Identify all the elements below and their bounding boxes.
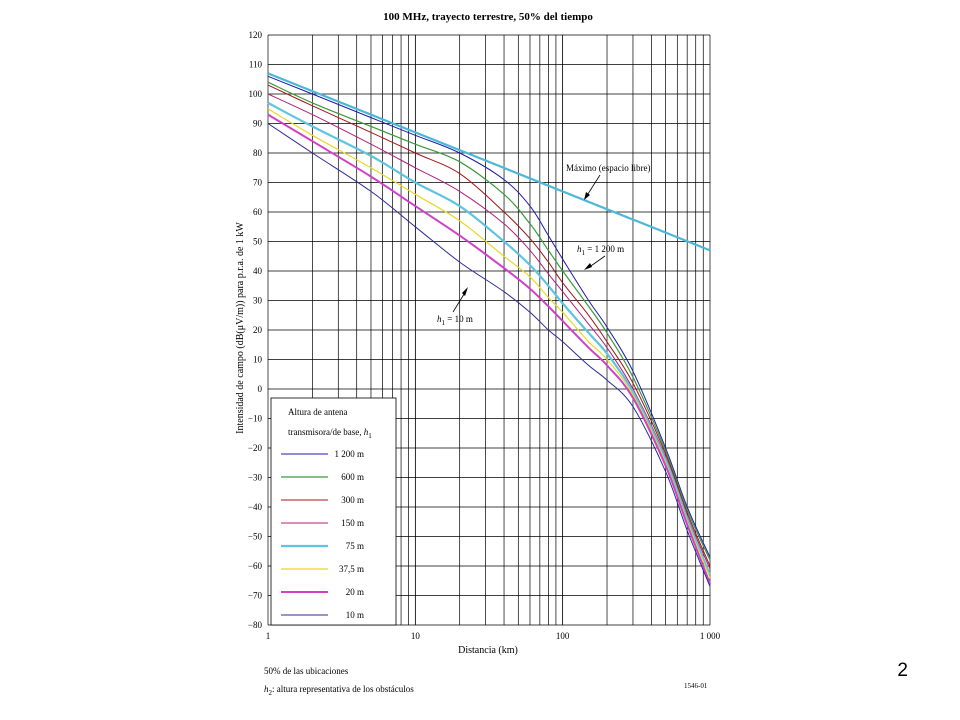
legend-label: 37,5 m [339,564,364,574]
locations-note: 50% de las ubicaciones [264,666,349,676]
chart-title: 100 MHz, trayecto terrestre, 50% del tie… [383,11,593,23]
y-tick-label: −40 [248,502,263,512]
y-tick-label: 20 [253,325,263,335]
x-tick-label: 100 [556,631,570,641]
y-tick-label: −20 [248,443,263,453]
legend-label: 75 m [346,541,364,551]
legend-title-line2: transmisora/de base, h1 [288,427,372,440]
series-line [267,72,711,252]
y-tick-label: −50 [248,532,263,542]
legend-label: 150 m [341,518,364,528]
legend-box [270,397,397,626]
y-tick-label: 60 [253,207,263,217]
series-line [267,84,711,567]
figure-code: 1546-01 [684,682,708,690]
y-tick-label: 30 [253,296,263,306]
series-line [267,81,711,561]
legend-label: 10 m [346,610,364,620]
y-tick-labels: 1201101009080706050403020100−10−20−30−40… [248,30,263,630]
series-line [267,123,711,587]
y-tick-label: −30 [248,473,263,483]
series-line [267,101,712,576]
y-tick-label: 40 [253,266,263,276]
y-tick-label: −10 [248,414,263,424]
y-tick-label: 10 [253,355,263,365]
y-tick-label: 80 [253,148,263,158]
h1-1200-arrowhead [584,263,592,270]
legend-label: 300 m [341,495,364,505]
slide-number: 2 [897,660,908,681]
y-tick-label: −60 [248,561,263,571]
series-line [267,75,711,558]
y-tick-label: 90 [253,119,263,129]
series-lines [267,72,712,587]
x-tick-label: 1 [266,631,271,641]
series-line [267,113,711,585]
x-tick-label: 10 [411,631,421,641]
y-tick-label: 0 [258,384,263,394]
h2-var: h [264,684,269,694]
h1-1200-label: h1 = 1 200 m [577,244,624,257]
x-tick-labels: 1 10 100 1 000 [266,631,721,641]
y-tick-label: −70 [248,591,263,601]
h2-text: : altura representativa de los obstáculo… [272,684,414,694]
x-tick-label: 1 000 [700,631,721,641]
h2-sub: 2 [268,688,273,697]
y-tick-label: 70 [253,178,263,188]
y-axis-label: Intensidad de campo (dB(μV/m)) para p.r.… [235,222,246,434]
y-tick-label: 120 [249,30,263,40]
y-tick-label: 50 [253,237,263,247]
h2-note: h2: altura representativa de los obstácu… [264,684,414,697]
legend-label: 20 m [346,587,364,597]
free-space-label: Máximo (espacio libre) [566,163,650,173]
legend-label: 600 m [341,472,364,482]
legend-title-line1: Altura de antena [288,407,347,417]
free-space-arrow [585,174,601,198]
series-line [267,108,711,579]
legend: Altura de antena transmisora/de base, h1… [270,397,397,626]
h1-10-arrowhead [462,287,468,296]
legend-label: 1 200 m [334,449,364,459]
y-tick-label: 100 [249,89,263,99]
y-tick-label: 110 [249,60,263,70]
y-tick-label: −80 [248,620,263,630]
h1-10-label: h1 = 10 m [437,314,473,327]
x-axis-label: Distancia (km) [458,645,518,656]
free-space-arrowhead [584,192,590,200]
